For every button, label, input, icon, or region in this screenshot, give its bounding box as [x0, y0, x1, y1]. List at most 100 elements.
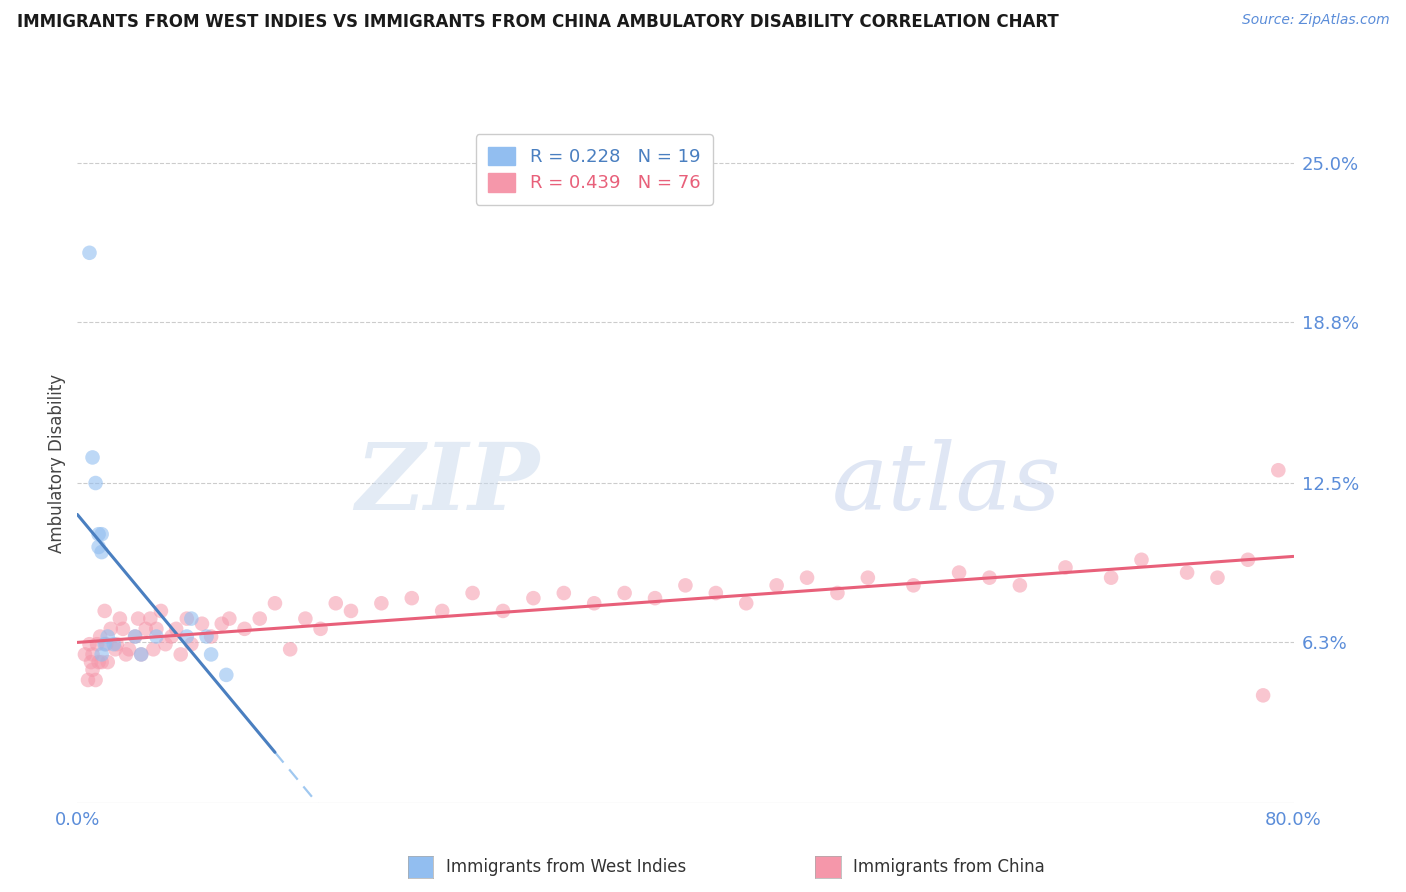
Point	[103, 637, 125, 651]
Point	[278, 642, 301, 657]
Point	[170, 648, 193, 662]
Point	[129, 648, 152, 662]
Point	[1237, 553, 1260, 567]
Point	[90, 655, 112, 669]
Point	[135, 622, 157, 636]
Point	[1099, 571, 1122, 585]
Point	[87, 540, 110, 554]
Point	[160, 630, 183, 644]
Point	[401, 591, 423, 606]
Point	[249, 612, 271, 626]
Point	[180, 612, 202, 626]
Point	[105, 637, 128, 651]
Point	[432, 604, 454, 618]
Point	[200, 648, 222, 662]
Point	[100, 622, 122, 636]
Point	[264, 596, 287, 610]
Point	[827, 586, 849, 600]
Point	[145, 622, 167, 636]
Point	[89, 630, 111, 644]
Point	[124, 630, 146, 644]
Text: ZIP: ZIP	[356, 439, 540, 529]
Point	[704, 586, 727, 600]
Point	[176, 630, 198, 644]
Point	[93, 604, 115, 618]
Point	[118, 642, 141, 657]
Text: Immigrants from China: Immigrants from China	[853, 858, 1045, 876]
Point	[155, 637, 177, 651]
Point	[903, 578, 925, 592]
Point	[77, 673, 100, 687]
Point	[233, 622, 256, 636]
Point	[644, 591, 666, 606]
Point	[79, 637, 101, 651]
Point	[856, 571, 879, 585]
Point	[80, 655, 103, 669]
Point	[1206, 571, 1229, 585]
Point	[200, 630, 222, 644]
Point	[613, 586, 636, 600]
Text: IMMIGRANTS FROM WEST INDIES VS IMMIGRANTS FROM CHINA AMBULATORY DISABILITY CORRE: IMMIGRANTS FROM WEST INDIES VS IMMIGRANT…	[17, 13, 1059, 31]
Point	[97, 655, 120, 669]
Point	[97, 630, 120, 644]
Point	[211, 616, 233, 631]
Point	[176, 612, 198, 626]
Point	[309, 622, 332, 636]
Point	[1008, 578, 1031, 592]
Point	[115, 648, 138, 662]
Point	[104, 642, 127, 657]
Point	[82, 663, 104, 677]
Point	[129, 648, 152, 662]
Y-axis label: Ambulatory Disability: Ambulatory Disability	[48, 375, 66, 553]
Point	[96, 637, 118, 651]
Point	[948, 566, 970, 580]
Point	[1251, 689, 1274, 703]
Point	[165, 622, 187, 636]
Legend: R = 0.228   N = 19, R = 0.439   N = 76: R = 0.228 N = 19, R = 0.439 N = 76	[475, 134, 713, 205]
Point	[82, 450, 104, 465]
Point	[90, 648, 112, 662]
Point	[127, 612, 149, 626]
Point	[145, 630, 167, 644]
Point	[90, 527, 112, 541]
Point	[124, 630, 146, 644]
Point	[294, 612, 316, 626]
Point	[90, 545, 112, 559]
Point	[796, 571, 818, 585]
Point	[1267, 463, 1289, 477]
Text: Source: ZipAtlas.com: Source: ZipAtlas.com	[1241, 13, 1389, 28]
Point	[675, 578, 697, 592]
Text: Immigrants from West Indies: Immigrants from West Indies	[446, 858, 686, 876]
Point	[522, 591, 544, 606]
Point	[191, 616, 214, 631]
Point	[979, 571, 1001, 585]
Point	[142, 642, 165, 657]
Point	[553, 586, 575, 600]
Point	[180, 637, 202, 651]
Point	[735, 596, 758, 610]
Point	[340, 604, 363, 618]
Point	[195, 630, 218, 644]
Point	[93, 637, 115, 651]
Point	[370, 596, 392, 610]
Point	[1054, 560, 1077, 574]
Text: atlas: atlas	[831, 439, 1062, 529]
Point	[73, 648, 96, 662]
Point	[111, 622, 134, 636]
Point	[583, 596, 606, 610]
Point	[325, 596, 347, 610]
Point	[461, 586, 484, 600]
Point	[87, 527, 110, 541]
Point	[139, 612, 162, 626]
Point	[82, 648, 104, 662]
Point	[84, 476, 107, 491]
Point	[218, 612, 240, 626]
Point	[79, 245, 101, 260]
Point	[87, 655, 110, 669]
Point	[765, 578, 787, 592]
Point	[84, 673, 107, 687]
Point	[86, 637, 108, 651]
Point	[108, 612, 131, 626]
Point	[492, 604, 515, 618]
Point	[1130, 553, 1153, 567]
